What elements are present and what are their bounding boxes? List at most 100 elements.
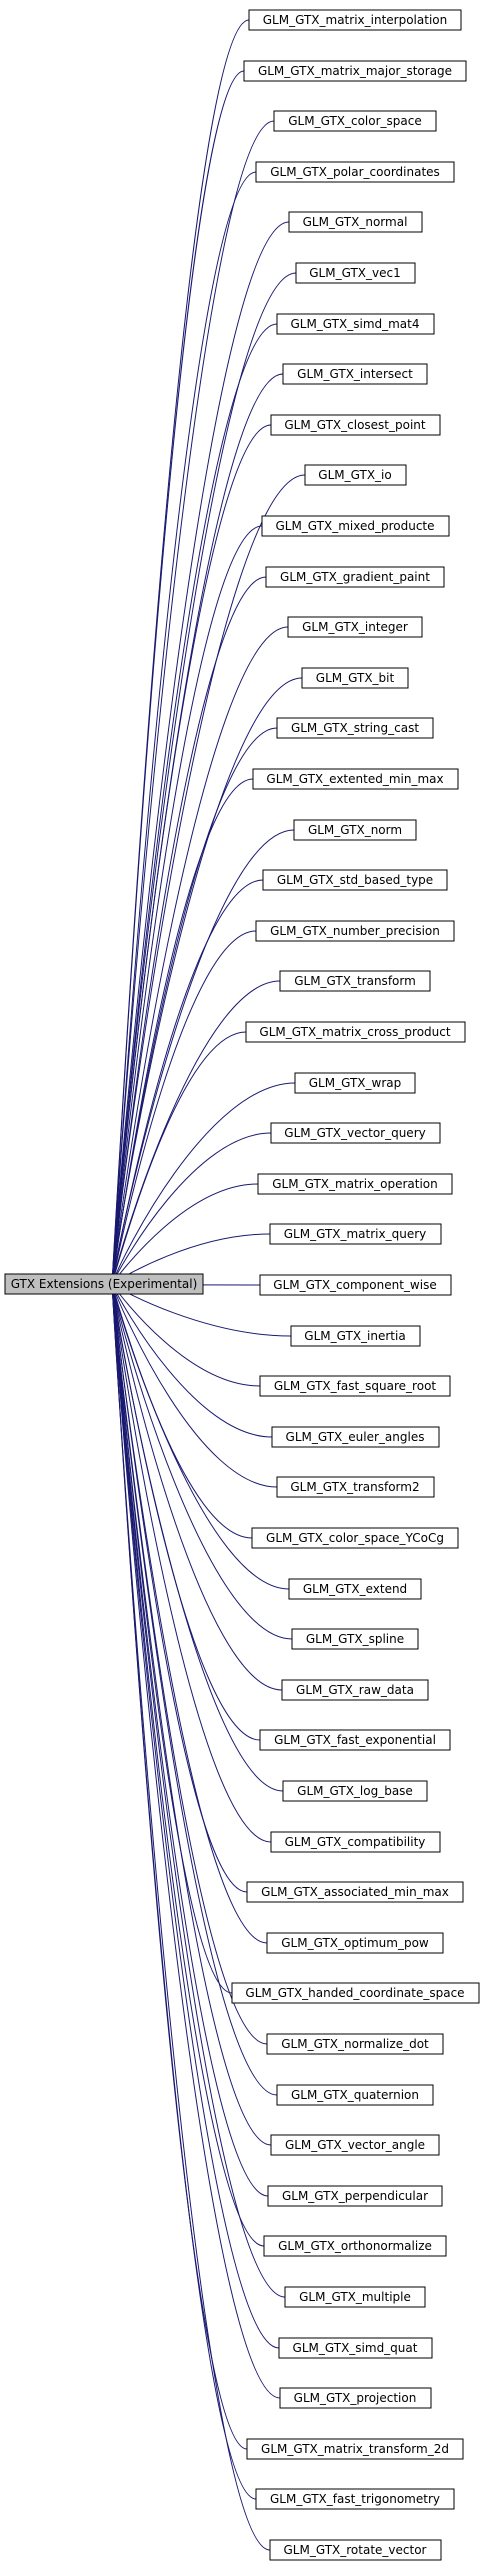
node-box[interactable] (259, 1274, 452, 1296)
node-glm-gtx-matrix-query[interactable]: GLM_GTX_matrix_query (269, 1223, 442, 1245)
node-glm-gtx-string-cast[interactable]: GLM_GTX_string_cast (276, 717, 434, 739)
node-glm-gtx-closest-point[interactable]: GLM_GTX_closest_point (270, 414, 441, 436)
node-box[interactable] (301, 667, 409, 689)
node-box[interactable] (248, 9, 462, 31)
node-box[interactable] (273, 110, 437, 132)
node-glm-gtx-matrix-cross-product[interactable]: GLM_GTX_matrix_cross_product (245, 1021, 466, 1043)
node-glm-gtx-perpendicular[interactable]: GLM_GTX_perpendicular (267, 2185, 443, 2207)
node-glm-gtx-log-base[interactable]: GLM_GTX_log_base (282, 1780, 428, 1802)
node-box[interactable] (295, 262, 416, 284)
node-glm-gtx-normal[interactable]: GLM_GTX_normal (288, 211, 423, 233)
node-glm-gtx-fast-trigonometry[interactable]: GLM_GTX_fast_trigonometry (255, 2488, 455, 2510)
node-glm-gtx-optimum-pow[interactable]: GLM_GTX_optimum_pow (266, 1932, 444, 1954)
node-box[interactable] (266, 2033, 444, 2055)
node-glm-gtx-intersect[interactable]: GLM_GTX_intersect (282, 363, 428, 385)
node-glm-gtx-fast-square-root[interactable]: GLM_GTX_fast_square_root (259, 1375, 451, 1397)
node-box[interactable] (262, 869, 448, 891)
node-box[interactable] (270, 2134, 440, 2156)
node-glm-gtx-rotate-vector[interactable]: GLM_GTX_rotate_vector (269, 2539, 442, 2561)
node-glm-gtx-mixed-producte[interactable]: GLM_GTX_mixed_producte (261, 515, 450, 537)
node-glm-gtx-projection[interactable]: GLM_GTX_projection (279, 2387, 432, 2409)
node-glm-gtx-polar-coordinates[interactable]: GLM_GTX_polar_coordinates (255, 161, 455, 183)
node-glm-gtx-vec1[interactable]: GLM_GTX_vec1 (295, 262, 416, 284)
node-box[interactable] (293, 819, 417, 841)
node-box[interactable] (282, 1780, 428, 1802)
node-box[interactable] (282, 363, 428, 385)
node-glm-gtx-color-space-ycocg[interactable]: GLM_GTX_color_space_YCoCg (251, 1527, 459, 1549)
node-glm-gtx-euler-angles[interactable]: GLM_GTX_euler_angles (271, 1426, 440, 1448)
node-glm-gtx-matrix-transform-2d[interactable]: GLM_GTX_matrix_transform_2d (246, 2438, 464, 2460)
node-glm-gtx-orthonormalize[interactable]: GLM_GTX_orthonormalize (263, 2235, 447, 2257)
node-box[interactable] (270, 414, 441, 436)
node-glm-gtx-io[interactable]: GLM_GTX_io (304, 464, 407, 486)
node-glm-gtx-matrix-interpolation[interactable]: GLM_GTX_matrix_interpolation (248, 9, 462, 31)
node-box[interactable] (288, 1578, 422, 1600)
node-box[interactable] (246, 1881, 464, 1903)
node-glm-gtx-bit[interactable]: GLM_GTX_bit (301, 667, 409, 689)
node-glm-gtx-matrix-major-storage[interactable]: GLM_GTX_matrix_major_storage (243, 60, 467, 82)
node-box[interactable] (279, 2387, 432, 2409)
node-glm-gtx-spline[interactable]: GLM_GTX_spline (291, 1628, 419, 1650)
node-glm-gtx-gradient-paint[interactable]: GLM_GTX_gradient_paint (265, 566, 445, 588)
node-glm-gtx-vector-query[interactable]: GLM_GTX_vector_query (270, 1122, 441, 1144)
node-box[interactable] (245, 1021, 466, 1043)
node-box[interactable] (255, 920, 455, 942)
node-glm-gtx-associated-min-max[interactable]: GLM_GTX_associated_min_max (246, 1881, 464, 1903)
node-box[interactable] (255, 2488, 455, 2510)
node-box[interactable] (266, 1932, 444, 1954)
node-glm-gtx-wrap[interactable]: GLM_GTX_wrap (294, 1072, 416, 1094)
node-glm-gtx-extend[interactable]: GLM_GTX_extend (288, 1578, 422, 1600)
node-box[interactable] (269, 2539, 442, 2561)
node-glm-gtx-norm[interactable]: GLM_GTX_norm (293, 819, 417, 841)
node-box[interactable] (269, 1223, 442, 1245)
node-box[interactable] (281, 1679, 429, 1701)
node-box[interactable] (265, 566, 445, 588)
node-glm-gtx-simd-mat4[interactable]: GLM_GTX_simd_mat4 (276, 313, 435, 335)
node-box[interactable] (276, 717, 434, 739)
center-node-box[interactable] (4, 1273, 204, 1295)
node-box[interactable] (279, 970, 431, 992)
node-box[interactable] (276, 313, 435, 335)
node-box[interactable] (290, 1325, 421, 1347)
node-box[interactable] (276, 1476, 435, 1498)
node-box[interactable] (231, 1982, 480, 2004)
node-box[interactable] (267, 2185, 443, 2207)
node-box[interactable] (284, 2286, 426, 2308)
node-box[interactable] (243, 60, 467, 82)
node-glm-gtx-matrix-operation[interactable]: GLM_GTX_matrix_operation (257, 1173, 453, 1195)
node-glm-gtx-quaternion[interactable]: GLM_GTX_quaternion (276, 2084, 434, 2106)
node-box[interactable] (294, 1072, 416, 1094)
node-glm-gtx-simd-quat[interactable]: GLM_GTX_simd_quat (278, 2337, 433, 2359)
node-glm-gtx-fast-exponential[interactable]: GLM_GTX_fast_exponential (259, 1729, 451, 1751)
node-box[interactable] (270, 1122, 441, 1144)
node-glm-gtx-inertia[interactable]: GLM_GTX_inertia (290, 1325, 421, 1347)
node-glm-gtx-number-precision[interactable]: GLM_GTX_number_precision (255, 920, 455, 942)
node-box[interactable] (291, 1628, 419, 1650)
node-glm-gtx-transform[interactable]: GLM_GTX_transform (279, 970, 431, 992)
node-glm-gtx-extented-min-max[interactable]: GLM_GTX_extented_min_max (252, 768, 459, 790)
node-box[interactable] (261, 515, 450, 537)
center-node[interactable]: GTX Extensions (Experimental) (4, 1273, 204, 1295)
node-box[interactable] (270, 1831, 441, 1853)
node-glm-gtx-raw-data[interactable]: GLM_GTX_raw_data (281, 1679, 429, 1701)
node-box[interactable] (276, 2084, 434, 2106)
node-glm-gtx-normalize-dot[interactable]: GLM_GTX_normalize_dot (266, 2033, 444, 2055)
node-box[interactable] (271, 1426, 440, 1448)
node-glm-gtx-compatibility[interactable]: GLM_GTX_compatibility (270, 1831, 441, 1853)
node-box[interactable] (257, 1173, 453, 1195)
node-box[interactable] (252, 768, 459, 790)
node-glm-gtx-multiple[interactable]: GLM_GTX_multiple (284, 2286, 426, 2308)
node-box[interactable] (304, 464, 407, 486)
node-box[interactable] (259, 1375, 451, 1397)
node-box[interactable] (278, 2337, 433, 2359)
node-box[interactable] (287, 616, 423, 638)
node-glm-gtx-component-wise[interactable]: GLM_GTX_component_wise (259, 1274, 452, 1296)
node-box[interactable] (246, 2438, 464, 2460)
node-glm-gtx-transform2[interactable]: GLM_GTX_transform2 (276, 1476, 435, 1498)
node-glm-gtx-vector-angle[interactable]: GLM_GTX_vector_angle (270, 2134, 440, 2156)
node-box[interactable] (251, 1527, 459, 1549)
node-glm-gtx-integer[interactable]: GLM_GTX_integer (287, 616, 423, 638)
node-glm-gtx-handed-coordinate-space[interactable]: GLM_GTX_handed_coordinate_space (231, 1982, 480, 2004)
node-glm-gtx-color-space[interactable]: GLM_GTX_color_space (273, 110, 437, 132)
node-glm-gtx-std-based-type[interactable]: GLM_GTX_std_based_type (262, 869, 448, 891)
